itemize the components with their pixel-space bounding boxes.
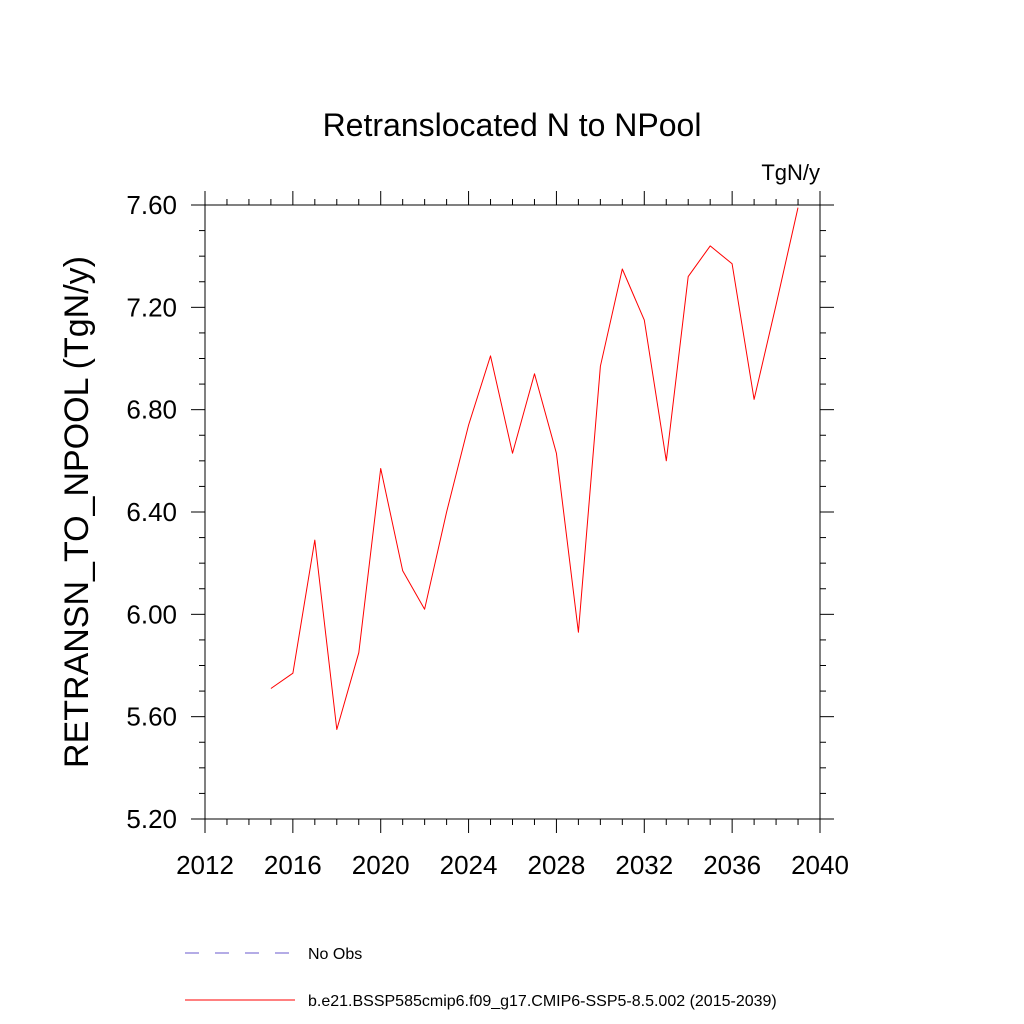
y-tick-label: 7.20 xyxy=(126,292,177,322)
x-tick-label: 2028 xyxy=(528,850,586,880)
y-tick-label: 5.20 xyxy=(126,804,177,834)
data-point xyxy=(776,304,777,305)
data-point xyxy=(644,320,645,321)
data-point xyxy=(754,399,755,400)
y-tick-label: 6.00 xyxy=(126,599,177,629)
series-line xyxy=(270,207,799,730)
data-point xyxy=(380,468,381,469)
data-point xyxy=(666,460,667,461)
y-tick-label: 6.80 xyxy=(126,395,177,425)
legend-label: No Obs xyxy=(308,946,362,963)
series-layer xyxy=(270,207,799,730)
chart-title: Retranslocated N to NPool xyxy=(323,107,702,143)
data-point xyxy=(468,425,469,426)
data-point xyxy=(446,512,447,513)
data-point xyxy=(798,207,799,208)
data-point xyxy=(556,453,557,454)
y-tick-label: 6.40 xyxy=(126,497,177,527)
data-point xyxy=(512,453,513,454)
data-point xyxy=(358,652,359,653)
x-tick-label: 2016 xyxy=(264,850,322,880)
data-point xyxy=(490,355,491,356)
plot-frame xyxy=(204,204,821,820)
data-point xyxy=(688,276,689,277)
data-point xyxy=(270,688,271,689)
x-tick-label: 2012 xyxy=(176,850,234,880)
data-point xyxy=(732,263,733,264)
x-tick-label: 2040 xyxy=(791,850,849,880)
data-point xyxy=(314,540,315,541)
y-tick-label: 5.60 xyxy=(126,702,177,732)
x-tick-label: 2024 xyxy=(440,850,498,880)
data-point xyxy=(710,245,711,246)
y-tick-label: 7.60 xyxy=(126,190,177,220)
data-point xyxy=(292,673,293,674)
x-tick-label: 2036 xyxy=(703,850,761,880)
units-label: TgN/y xyxy=(761,160,820,185)
data-point xyxy=(534,373,535,374)
legend-label: b.e21.BSSP585cmip6.f09_g17.CMIP6-SSP5-8.… xyxy=(308,993,777,1010)
data-point xyxy=(600,366,601,367)
legend: No Obs b.e21.BSSP585cmip6.f09_g17.CMIP6-S… xyxy=(185,946,777,1010)
x-tick-label: 2032 xyxy=(615,850,673,880)
y-axis-label: RETRANSN_TO_NPOOL (TgN/y) xyxy=(58,256,96,768)
data-point xyxy=(424,609,425,610)
data-point xyxy=(578,632,579,633)
axes: 2012 2016 2020 2024 2028 2032 2036 2040 5.20 5.60… xyxy=(126,190,849,880)
x-tick-label: 2020 xyxy=(352,850,410,880)
data-point xyxy=(402,570,403,571)
data-point xyxy=(336,729,337,730)
data-point xyxy=(622,268,623,269)
